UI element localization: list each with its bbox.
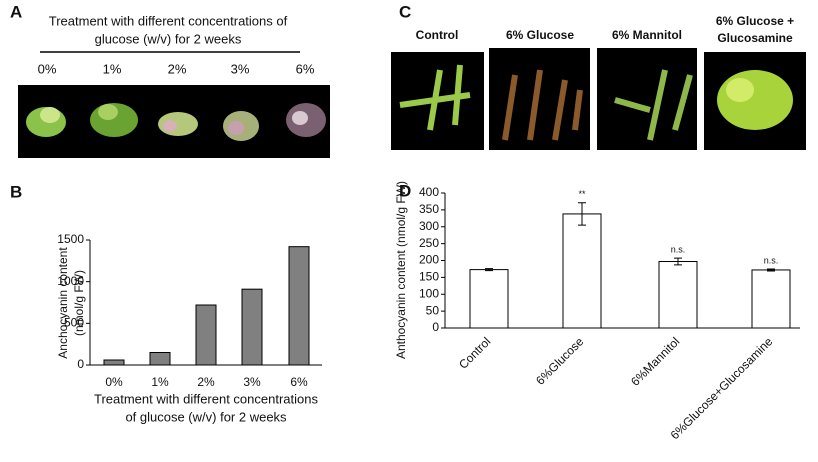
- x-tick-label: 6%Mannitol: [628, 334, 682, 388]
- y-tick-label: 1500: [57, 232, 84, 246]
- photo-label: Control: [416, 28, 459, 42]
- bar: [562, 213, 602, 329]
- panel-label: B: [10, 182, 22, 201]
- photos: [391, 48, 806, 150]
- panel-title: Treatment with different concentrations …: [49, 13, 288, 28]
- x-tick-label: 0%: [105, 375, 123, 389]
- y-tick-label: 250: [419, 236, 439, 250]
- y-tick-label: 150: [419, 270, 439, 284]
- x-tick-label: 6%Glucose+Glucosamine: [668, 334, 776, 442]
- y-axis-label: (nmol/g FW): [72, 270, 86, 336]
- y-tick-label: 1000: [57, 274, 84, 288]
- bar: [469, 269, 509, 329]
- y-tick-label: 200: [419, 253, 439, 267]
- y-axis-label: Anchocyanin content: [56, 247, 70, 359]
- bar: [103, 359, 125, 366]
- photo-label: 6% Glucose: [506, 28, 574, 42]
- error-bar: [674, 257, 682, 266]
- bar: [241, 288, 263, 366]
- conc-label: 2%: [168, 61, 187, 76]
- x-axis-label: of glucose (w/v) for 2 weeks: [125, 409, 287, 424]
- panel-title: glucose (w/v) for 2 weeks: [95, 31, 242, 46]
- error-bar: [485, 268, 493, 272]
- bar: [658, 261, 698, 329]
- x-tick-label: 1%: [151, 375, 169, 389]
- x-tick-label: 6%Glucose: [533, 334, 587, 388]
- conc-label: 1%: [103, 61, 122, 76]
- y-tick-label: 50: [426, 303, 440, 317]
- error-bar: [578, 202, 586, 226]
- y-tick-label: 0: [432, 320, 439, 334]
- conc-label: 6%: [296, 61, 315, 76]
- error-bar: [767, 268, 775, 272]
- photo-label: 6% Mannitol: [612, 28, 682, 42]
- y-tick-label: 500: [64, 316, 84, 330]
- y-tick-label: 0: [77, 357, 84, 371]
- x-tick-label: 6%: [290, 375, 308, 389]
- photo-label: Glucosamine: [717, 31, 793, 45]
- panel-label: A: [10, 2, 22, 21]
- x-tick-label: Control: [456, 334, 493, 371]
- y-tick-label: 400: [419, 185, 439, 199]
- significance-label: n.s.: [671, 245, 686, 255]
- significance-label: n.s.: [764, 255, 779, 265]
- bar: [288, 246, 310, 366]
- conc-label: 3%: [231, 61, 250, 76]
- bar: [195, 304, 217, 366]
- bar: [751, 269, 791, 329]
- significance-label: **: [578, 189, 586, 199]
- x-tick-label: 2%: [197, 375, 215, 389]
- y-tick-label: 100: [419, 286, 439, 300]
- y-axis-label: Anthocyanin content (nmol/g FW): [394, 181, 408, 359]
- panel-label: C: [399, 2, 411, 21]
- x-axis-label: Treatment with different concentrations: [94, 391, 319, 406]
- conc-label: 0%: [38, 61, 57, 76]
- photo-strip: [18, 85, 330, 158]
- photo-label: 6% Glucose +: [716, 14, 794, 28]
- bar: [149, 352, 171, 366]
- panel-label: D: [399, 181, 411, 200]
- y-tick-label: 300: [419, 219, 439, 233]
- x-tick-label: 3%: [243, 375, 261, 389]
- y-tick-label: 350: [419, 202, 439, 216]
